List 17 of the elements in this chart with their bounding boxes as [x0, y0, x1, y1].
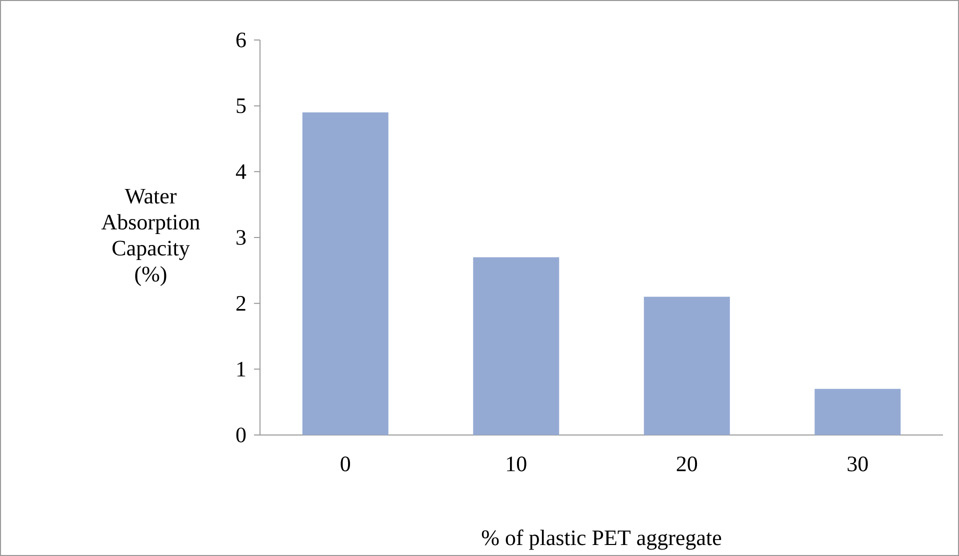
y-tick-label: 6	[236, 32, 246, 48]
x-tick-label: 20	[676, 456, 698, 472]
bar	[644, 296, 730, 435]
bar	[473, 257, 560, 435]
bar	[814, 388, 901, 435]
y-tick-label: 0	[236, 428, 246, 442]
y-tick-label: 3	[236, 230, 246, 245]
x-axis-title: % of plastic PET aggregate	[482, 530, 722, 550]
y-tick-label: 4	[236, 164, 246, 179]
x-tick-label: 30	[848, 456, 868, 472]
y-tick-label: 2	[236, 296, 246, 311]
y-tick-label: 1	[237, 362, 246, 376]
x-tick-label: 10	[507, 456, 526, 472]
y-axis-title: Water Absorption Capacity (%)	[101, 188, 200, 286]
y-tick-label: 5	[236, 98, 246, 114]
x-tick-label: 0	[340, 456, 350, 472]
bar	[302, 112, 388, 435]
